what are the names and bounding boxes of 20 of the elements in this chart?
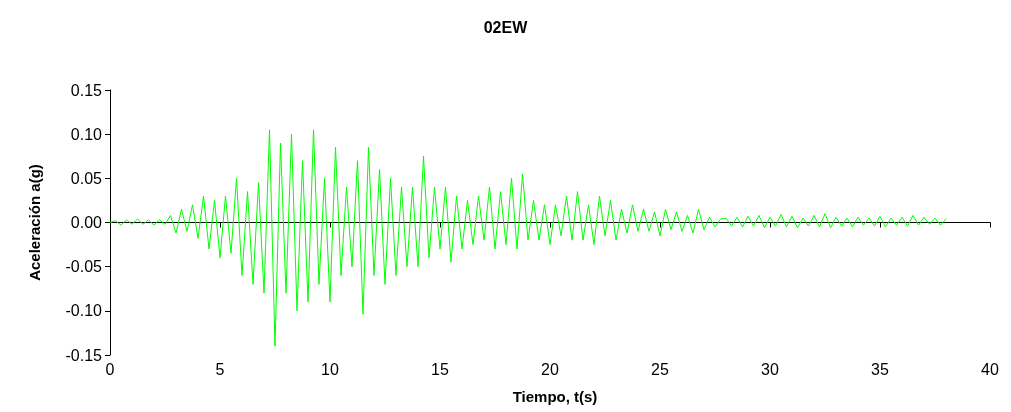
x-tick-label: 20: [541, 360, 559, 378]
y-tick-label: 0.00: [70, 214, 103, 231]
x-tick-label: 15: [431, 360, 449, 378]
y-tick-label: 0.10: [70, 125, 103, 143]
line-series: [109, 129, 947, 347]
x-tick-label: 30: [761, 360, 779, 378]
x-axis-title: Tiempo, t(s): [512, 388, 598, 405]
x-tick-label: 5: [215, 360, 225, 378]
y-axis-title: Aceleración a(g): [26, 164, 43, 281]
y-tick-label: -0.05: [65, 258, 103, 276]
y-tick-label: 0.05: [70, 169, 103, 187]
x-tick-label: 10: [321, 360, 339, 378]
chart-title: 02EW: [483, 18, 529, 36]
x-tick-label: 40: [981, 360, 999, 378]
x-tick-label: 0: [105, 360, 115, 378]
x-tick-label: 25: [651, 360, 669, 378]
y-tick-label: 0.15: [70, 81, 103, 99]
x-tick-label: 35: [871, 360, 889, 378]
y-tick-label: -0.10: [65, 302, 103, 320]
y-tick-label: -0.15: [65, 346, 103, 364]
